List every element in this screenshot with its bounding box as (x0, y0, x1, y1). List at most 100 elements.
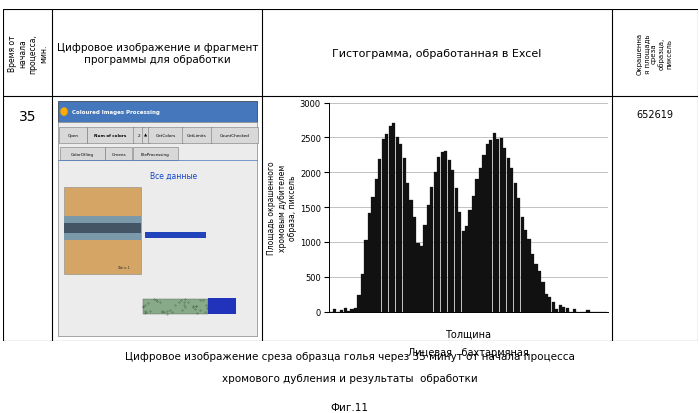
Bar (531, 254, 534, 312)
Text: Цифровое изображение среза образца голья через 35 минут от начала процесса: Цифровое изображение среза образца голья… (124, 351, 575, 361)
Text: Фиго.1: Фиго.1 (118, 265, 131, 269)
Text: Все данные: Все данные (150, 171, 197, 180)
Bar (545, 294, 548, 312)
Bar (472, 196, 475, 312)
Bar (475, 179, 479, 312)
Bar (431, 187, 433, 312)
Bar (371, 197, 375, 312)
Bar (427, 205, 430, 312)
Text: Время от
начала
процесса,
мин.: Время от начала процесса, мин. (8, 34, 48, 74)
Text: 2: 2 (137, 134, 140, 138)
Bar (461, 231, 465, 312)
Bar (361, 274, 364, 312)
Bar (343, 308, 347, 312)
Bar (424, 225, 426, 312)
Text: Цифровое изображение и фрагмент
программы для обработки: Цифровое изображение и фрагмент программ… (57, 43, 258, 64)
Bar (417, 243, 419, 312)
Text: ColorOfling: ColorOfling (71, 152, 94, 156)
Bar (489, 141, 493, 312)
Bar (479, 168, 482, 312)
Text: Num of colors: Num of colors (94, 134, 127, 138)
FancyBboxPatch shape (87, 128, 134, 143)
Bar (465, 226, 468, 312)
Bar (447, 161, 451, 312)
Bar (486, 145, 489, 312)
Bar (541, 282, 545, 312)
Text: Фиг.11: Фиг.11 (331, 402, 368, 412)
Bar (406, 183, 409, 312)
Bar (510, 169, 513, 312)
Bar (389, 127, 392, 312)
Bar (58, 102, 257, 123)
Text: 35: 35 (19, 109, 37, 123)
Bar (333, 309, 336, 312)
Bar (438, 157, 440, 312)
Bar (364, 240, 368, 312)
Bar (434, 172, 437, 312)
Bar (496, 140, 499, 312)
Bar (64, 216, 141, 240)
Bar (396, 138, 399, 312)
Text: Толщина: Толщина (445, 328, 491, 339)
Bar (399, 145, 402, 312)
FancyBboxPatch shape (182, 128, 212, 143)
Bar (559, 306, 562, 312)
Bar (500, 139, 503, 312)
Bar (503, 149, 506, 312)
Bar (64, 224, 141, 233)
Bar (538, 272, 541, 312)
Text: Лицевая   бахтармяная: Лицевая бахтармяная (408, 347, 528, 357)
Bar (413, 218, 416, 312)
Bar (548, 298, 552, 312)
Bar (143, 299, 208, 315)
Text: GetLimits: GetLimits (187, 134, 207, 138)
Bar (565, 309, 569, 312)
Bar (350, 309, 354, 312)
Bar (458, 213, 461, 312)
FancyBboxPatch shape (59, 148, 105, 161)
Text: Open: Open (68, 134, 79, 138)
Text: GetColors: GetColors (155, 134, 175, 138)
Bar (528, 240, 531, 312)
Text: хромового дубления и результаты  обработки: хромового дубления и результаты обработк… (222, 373, 477, 383)
Bar (357, 296, 361, 312)
Bar (524, 231, 527, 312)
Bar (440, 152, 444, 312)
Bar (392, 124, 396, 312)
Bar (468, 210, 472, 312)
FancyBboxPatch shape (105, 148, 132, 161)
Text: CountChecked: CountChecked (219, 134, 250, 138)
Bar (58, 123, 257, 336)
Bar (403, 158, 405, 312)
FancyBboxPatch shape (143, 128, 150, 143)
Y-axis label: Площадь окрашенного
хромовым дубителем
образа, пиксель: Площадь окрашенного хромовым дубителем о… (267, 161, 297, 254)
FancyBboxPatch shape (148, 128, 182, 143)
Bar (562, 307, 565, 312)
Bar (451, 171, 454, 312)
Bar (145, 232, 206, 238)
Bar (586, 310, 590, 312)
Bar (354, 308, 357, 312)
Bar (444, 152, 447, 312)
FancyBboxPatch shape (59, 128, 87, 143)
Circle shape (61, 109, 67, 116)
Bar (514, 183, 517, 312)
Text: Гистограмма, обработанная в Excel: Гистограмма, обработанная в Excel (332, 49, 542, 59)
Text: Greens: Greens (111, 152, 126, 156)
Bar (347, 311, 350, 312)
Bar (375, 180, 378, 312)
Bar (382, 139, 385, 312)
Text: Окрашенна
я площадь
среза
образца,
пиксель: Окрашенна я площадь среза образца, пиксе… (637, 33, 672, 75)
Bar (454, 189, 458, 312)
Bar (552, 302, 555, 312)
Bar (385, 134, 389, 312)
Bar (555, 309, 559, 312)
Bar (420, 247, 423, 312)
Bar (517, 199, 520, 312)
Bar (507, 158, 510, 312)
FancyBboxPatch shape (211, 128, 258, 143)
Bar (378, 159, 382, 312)
FancyBboxPatch shape (133, 148, 178, 161)
FancyBboxPatch shape (133, 128, 144, 143)
Bar (572, 309, 576, 312)
